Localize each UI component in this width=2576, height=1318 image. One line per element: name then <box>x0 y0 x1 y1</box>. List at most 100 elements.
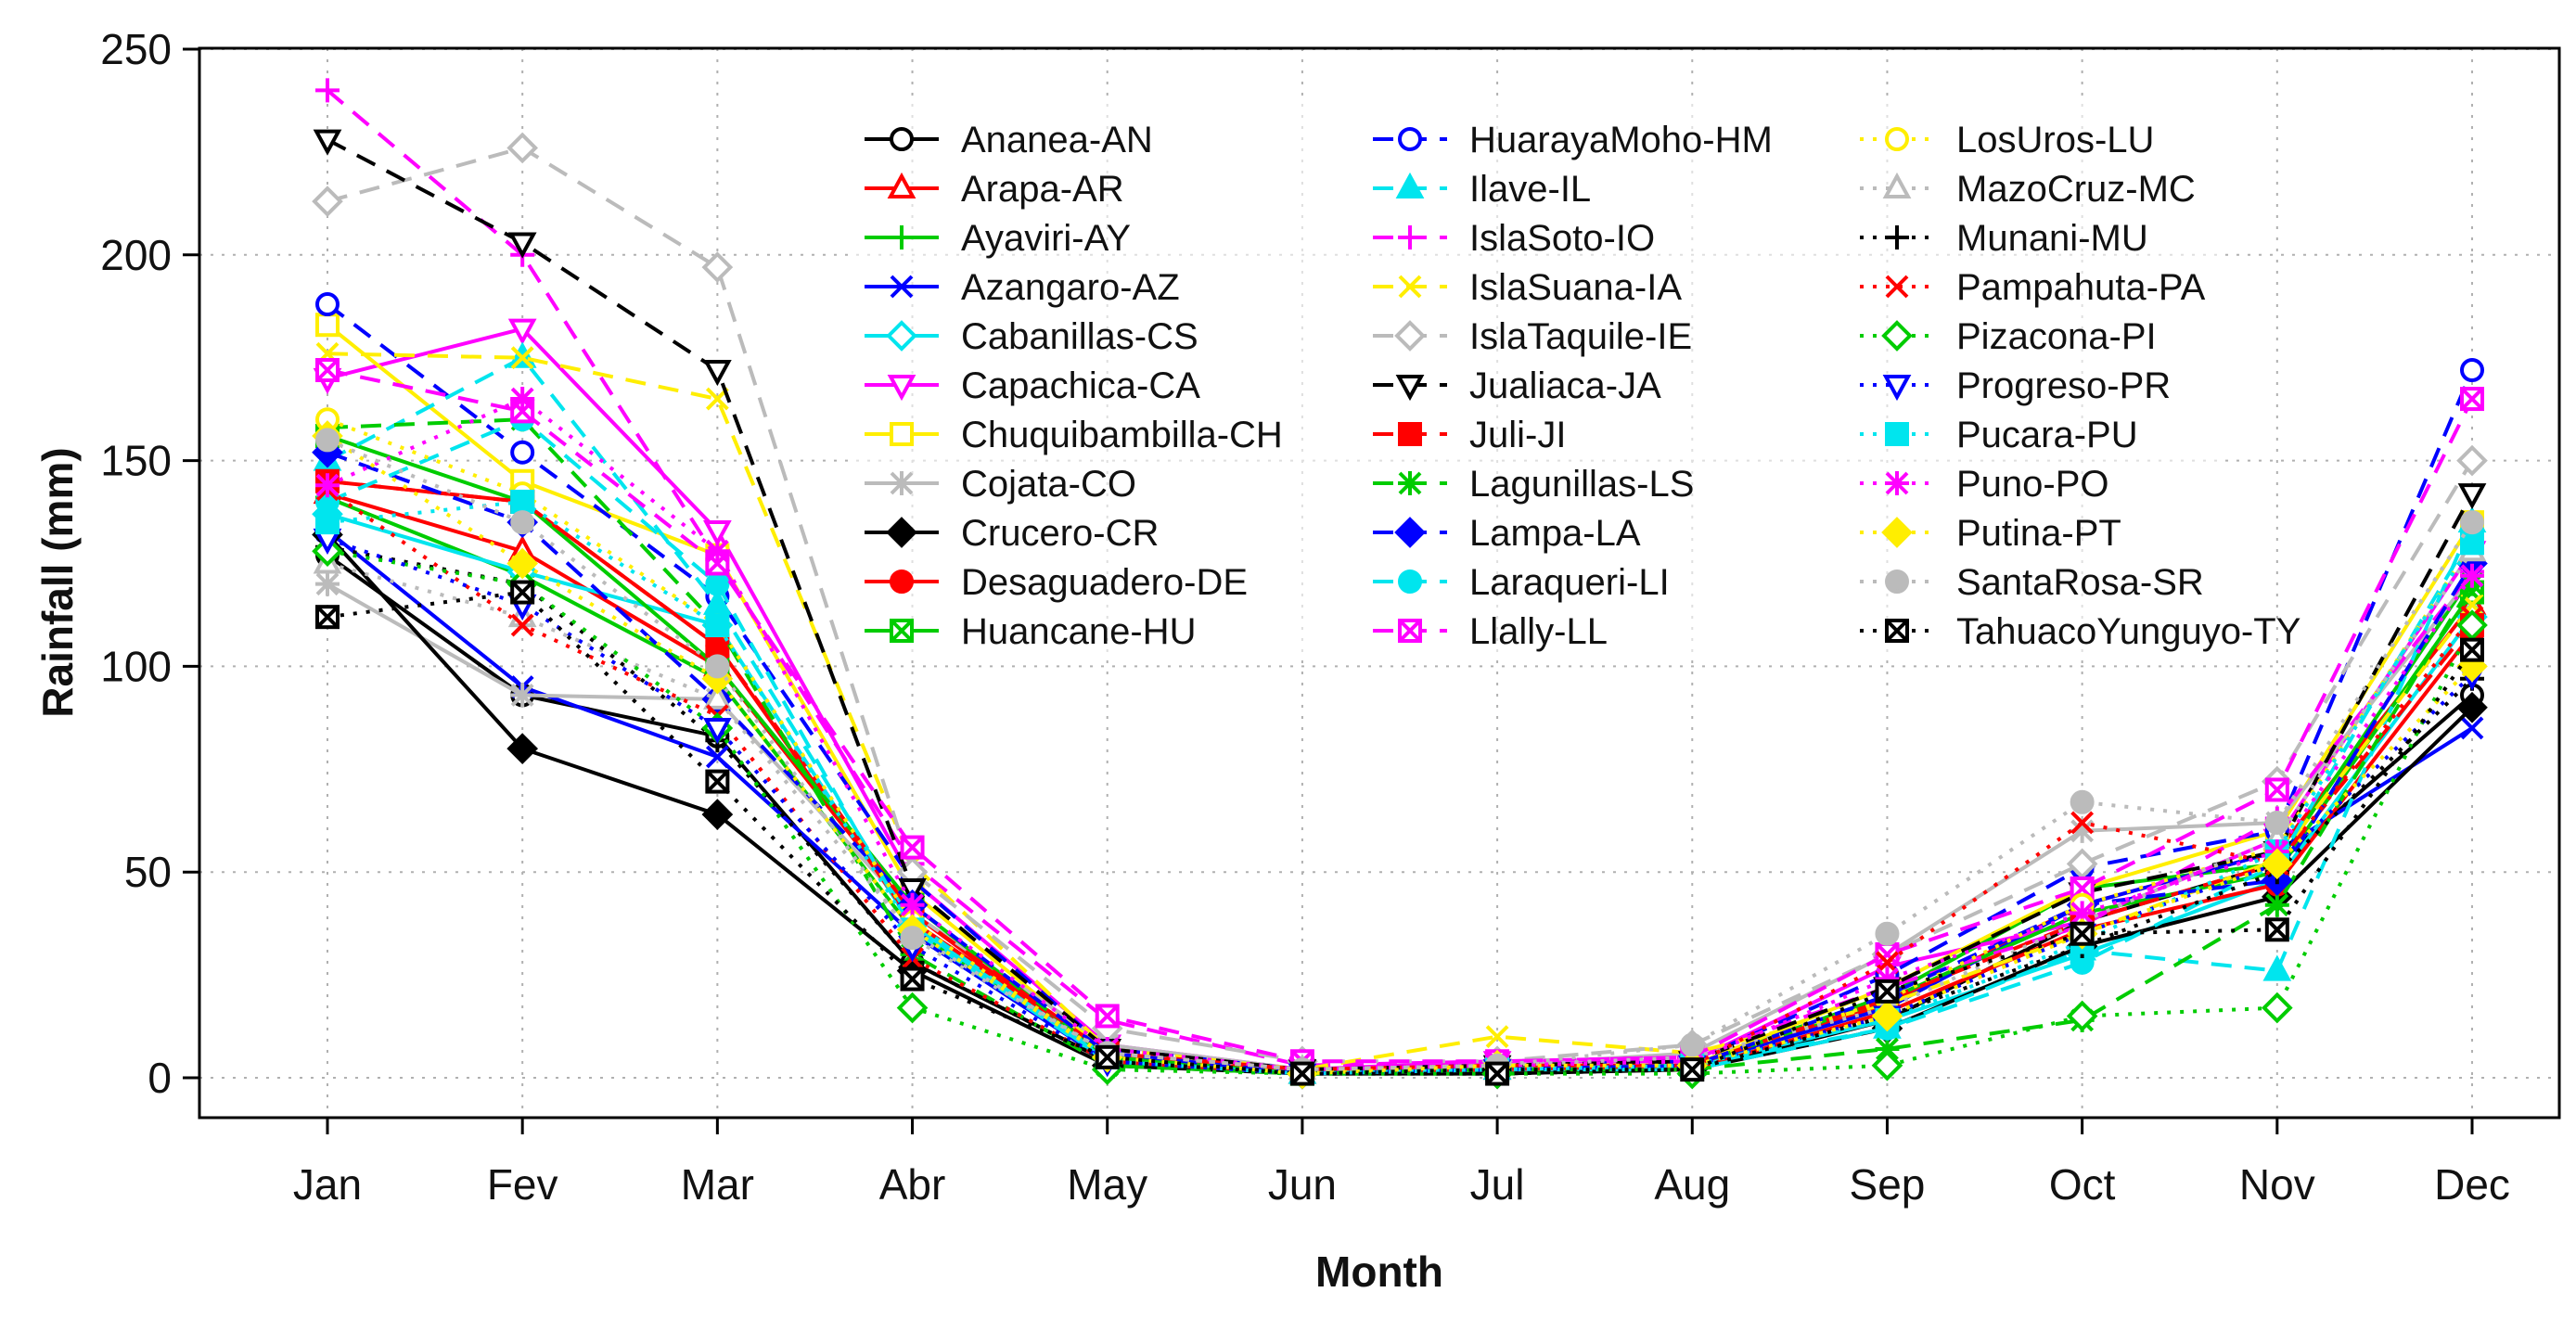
legend-label: Pucara-PU <box>1956 415 2138 455</box>
legend-marker <box>1882 375 1912 402</box>
y-tick-label: 150 <box>100 437 172 485</box>
legend-marker <box>1885 275 1909 299</box>
legend-marker <box>1885 422 1909 446</box>
legend-label: Ayaviri-AY <box>961 218 1131 259</box>
data-point <box>705 613 730 638</box>
legend-label: Putina-PT <box>1956 513 2121 554</box>
data-point <box>2262 954 2292 981</box>
data-point <box>2070 818 2095 843</box>
axes: Jan Fev Mar Abr May Jun Jul Aug Sep Oct Nov Dec 0 50 1… <box>100 25 2510 1209</box>
legend-item-progreso-pr: Progreso-PR <box>1860 365 2171 406</box>
data-point <box>1485 1025 1509 1049</box>
legend-label: SantaRosa-SR <box>1956 562 2204 603</box>
y-axis-title: Rainfall (mm) <box>33 447 82 717</box>
series-tahuacoyunguyo-ty <box>315 580 2484 1086</box>
legend-marker <box>887 172 916 198</box>
series-line-mazocruz-mc <box>327 550 2474 1072</box>
data-point <box>705 745 729 769</box>
legend-background <box>849 104 2222 660</box>
data-point <box>510 346 534 370</box>
legend-marker <box>1881 517 1913 548</box>
legend-item-juli-ji: Juli-JI <box>1373 415 1566 455</box>
data-point <box>510 580 535 605</box>
legend-label: Arapa-AR <box>961 169 1124 210</box>
data-point <box>2264 810 2289 835</box>
legend-item-pizacona-pi: Pizacona-PI <box>1860 316 2157 357</box>
legend-marker <box>886 320 917 352</box>
legend-label: Desaguadero-DE <box>961 562 1248 603</box>
data-point <box>702 717 732 745</box>
data-point <box>2460 387 2484 412</box>
y-tick-label: 100 <box>100 642 172 690</box>
legend-label: IslaSoto-IO <box>1469 218 1655 259</box>
data-point <box>315 292 340 317</box>
data-point <box>701 799 734 830</box>
legend-label: Ananea-AN <box>961 120 1153 160</box>
x-tick-label: Abr <box>879 1160 946 1209</box>
x-tick-label: May <box>1067 1160 1147 1209</box>
legend-label: IslaTaquile-IE <box>1469 316 1692 357</box>
legend-marker <box>890 275 914 299</box>
data-point <box>2460 716 2484 740</box>
legend-item-munani-mu: Munani-MU <box>1860 218 2148 259</box>
data-point <box>705 654 730 679</box>
data-point <box>315 473 340 498</box>
data-point <box>702 520 732 547</box>
data-point <box>1875 966 1900 992</box>
data-point <box>900 966 925 992</box>
legend-item-pampahuta-pa: Pampahuta-PA <box>1860 267 2206 308</box>
x-tick-label: Mar <box>681 1160 754 1209</box>
y-tick-label: 50 <box>124 848 172 896</box>
legend-item-islataquile-ie: IslaTaquile-IE <box>1373 316 1692 357</box>
legend-marker <box>1395 172 1425 198</box>
data-point <box>2457 483 2487 510</box>
legend-marker <box>1398 471 1422 495</box>
data-point <box>2070 901 2095 926</box>
legend-item-cojata-co: Cojata-CO <box>865 464 1136 505</box>
legend-marker <box>1398 619 1422 643</box>
data-point <box>896 992 929 1024</box>
legend-marker <box>886 517 917 548</box>
data-point <box>510 613 534 637</box>
series-line-santarosa-sr <box>327 438 2474 1072</box>
legend-item-llally-ll: Llally-LL <box>1373 611 1608 652</box>
legend-marker <box>1885 225 1909 250</box>
data-point <box>1875 921 1900 946</box>
data-point <box>315 571 340 596</box>
legend-label: Lagunillas-LS <box>1469 464 1694 505</box>
x-tick-label: Sep <box>1850 1160 1926 1209</box>
legend-marker <box>1885 471 1909 495</box>
legend-marker <box>887 375 916 402</box>
data-point <box>2264 917 2289 942</box>
legend-item-capachica-ca: Capachica-CA <box>865 365 1200 406</box>
legend-item-tahuacoyunguyo-ty: TahuacoYunguyo-TY <box>1860 611 2300 652</box>
legend-label: Chuquibambilla-CH <box>961 415 1283 455</box>
legend-marker <box>1395 375 1425 402</box>
data-point <box>702 360 732 387</box>
legend-label: Pizacona-PI <box>1956 316 2157 357</box>
legend-item-chuquibambilla-ch: Chuquibambilla-CH <box>865 415 1283 455</box>
legend-label: Laraqueri-LI <box>1469 562 1670 603</box>
legend-item-putina-pt: Putina-PT <box>1860 513 2121 554</box>
x-tick-label: Aug <box>1654 1160 1730 1209</box>
legend-label: Ilave-IL <box>1469 169 1591 210</box>
legend-item-huancane-hu: Huancane-HU <box>865 611 1196 652</box>
data-point <box>1289 1061 1314 1086</box>
data-point <box>2070 811 2095 835</box>
data-point <box>705 539 730 564</box>
legend-marker <box>1885 619 1909 643</box>
legend-marker <box>890 422 914 446</box>
legend-item-azangaro-az: Azangaro-AZ <box>865 267 1180 308</box>
legend-marker <box>1881 320 1913 352</box>
data-point <box>506 132 539 164</box>
data-point <box>506 547 539 580</box>
data-point <box>510 387 535 412</box>
legend-marker <box>890 225 914 250</box>
data-point <box>2066 1000 2098 1032</box>
legend-marker <box>1394 320 1426 352</box>
data-point <box>2264 777 2289 802</box>
data-point <box>1095 1044 1120 1069</box>
legend-item-ilave-il: Ilave-IL <box>1373 169 1591 210</box>
legend-marker <box>1394 517 1426 548</box>
data-point <box>315 605 340 630</box>
